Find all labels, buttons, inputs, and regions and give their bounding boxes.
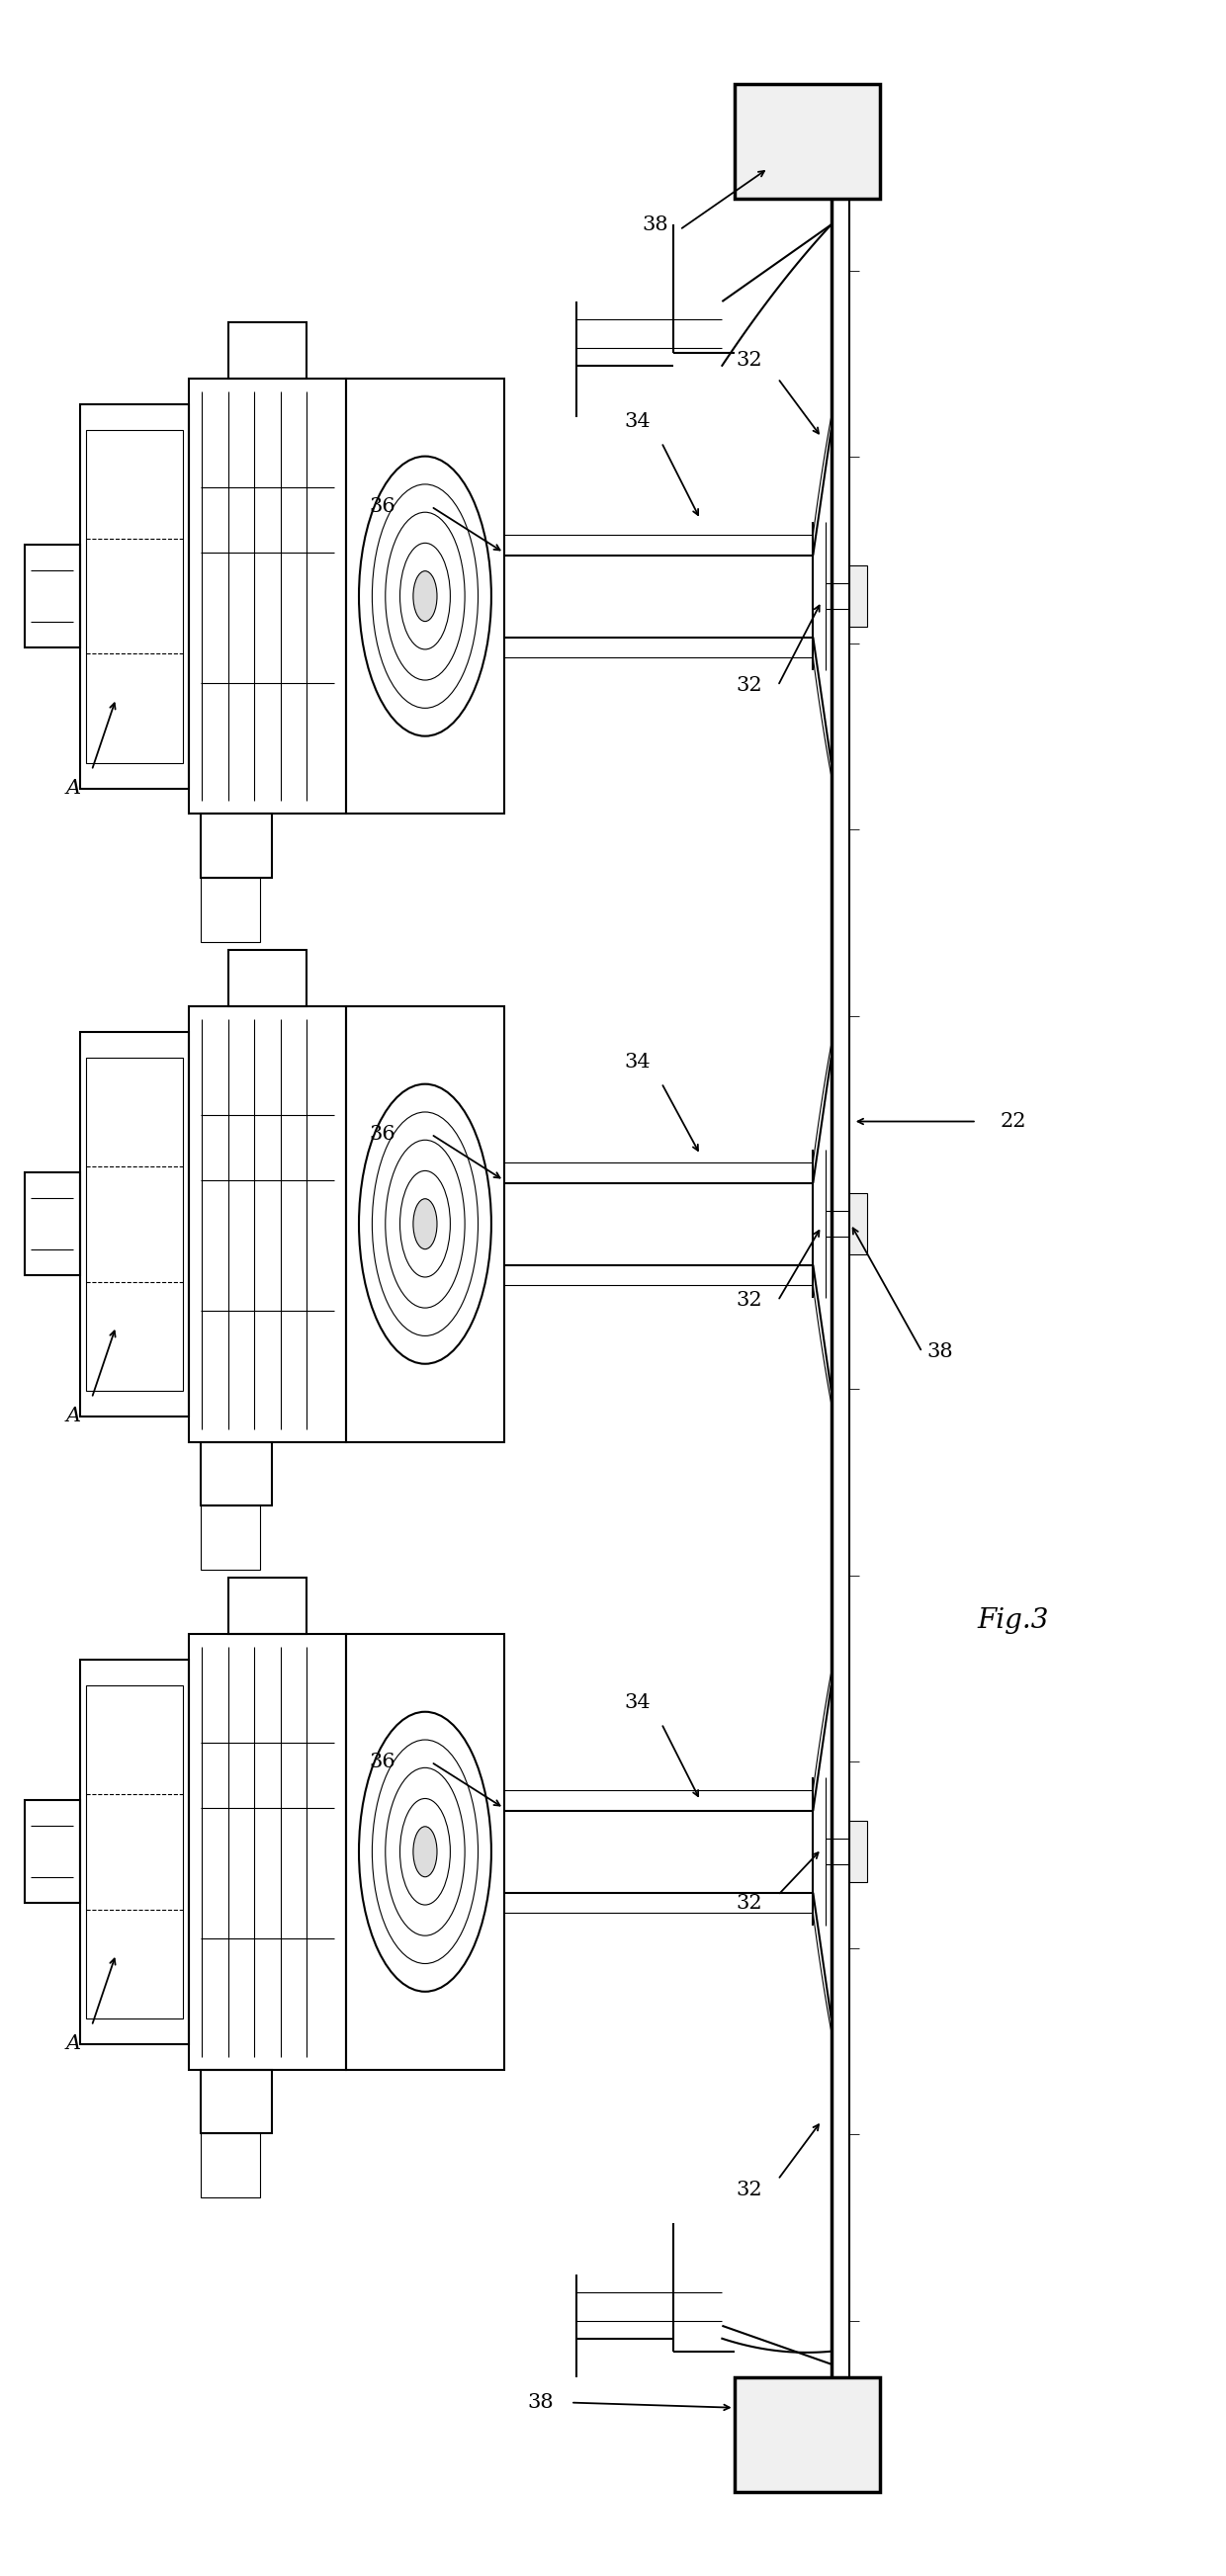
Bar <box>850 1193 868 1255</box>
Text: A: A <box>66 1406 81 1425</box>
Bar <box>201 814 272 878</box>
Bar <box>850 1821 868 1883</box>
Text: 34: 34 <box>624 412 651 430</box>
Bar <box>25 546 80 647</box>
Text: 32: 32 <box>736 350 761 371</box>
Text: A: A <box>66 2035 81 2053</box>
Bar <box>25 1172 80 1275</box>
Bar <box>201 1443 272 1507</box>
Bar <box>86 430 183 762</box>
Text: 36: 36 <box>369 1126 396 1144</box>
Bar <box>228 951 306 1007</box>
Text: Fig.3: Fig.3 <box>977 1607 1048 1633</box>
Bar <box>189 1007 346 1443</box>
Bar <box>228 322 306 379</box>
Text: 34: 34 <box>624 1054 651 1072</box>
Circle shape <box>413 1826 436 1878</box>
Circle shape <box>413 572 436 621</box>
Text: 32: 32 <box>736 677 761 696</box>
Text: 38: 38 <box>927 1342 954 1363</box>
Bar <box>201 2069 272 2133</box>
Bar <box>80 1033 189 1417</box>
Bar <box>734 85 880 198</box>
Text: 38: 38 <box>527 2393 553 2411</box>
Text: 22: 22 <box>1000 1113 1026 1131</box>
Text: 32: 32 <box>736 1893 761 1911</box>
Bar <box>189 1633 346 2069</box>
Text: 38: 38 <box>642 216 668 234</box>
Bar <box>734 2378 880 2491</box>
Text: 36: 36 <box>369 497 396 515</box>
Bar <box>850 567 868 626</box>
Bar <box>80 404 189 788</box>
Bar <box>189 379 346 814</box>
Text: 32: 32 <box>736 1291 761 1311</box>
Text: 32: 32 <box>736 2179 761 2200</box>
Bar <box>80 1659 189 2043</box>
Text: A: A <box>66 778 81 799</box>
Text: 34: 34 <box>624 1692 651 1713</box>
Bar <box>25 1801 80 1904</box>
Bar <box>346 379 504 814</box>
Circle shape <box>413 1198 436 1249</box>
Bar <box>346 1633 504 2069</box>
Text: 36: 36 <box>369 1752 396 1772</box>
Bar <box>86 1685 183 2017</box>
Bar <box>86 1056 183 1391</box>
Bar <box>201 878 260 943</box>
Bar <box>201 1507 260 1569</box>
Bar <box>346 1007 504 1443</box>
Bar <box>201 2133 260 2197</box>
Bar <box>228 1577 306 1633</box>
